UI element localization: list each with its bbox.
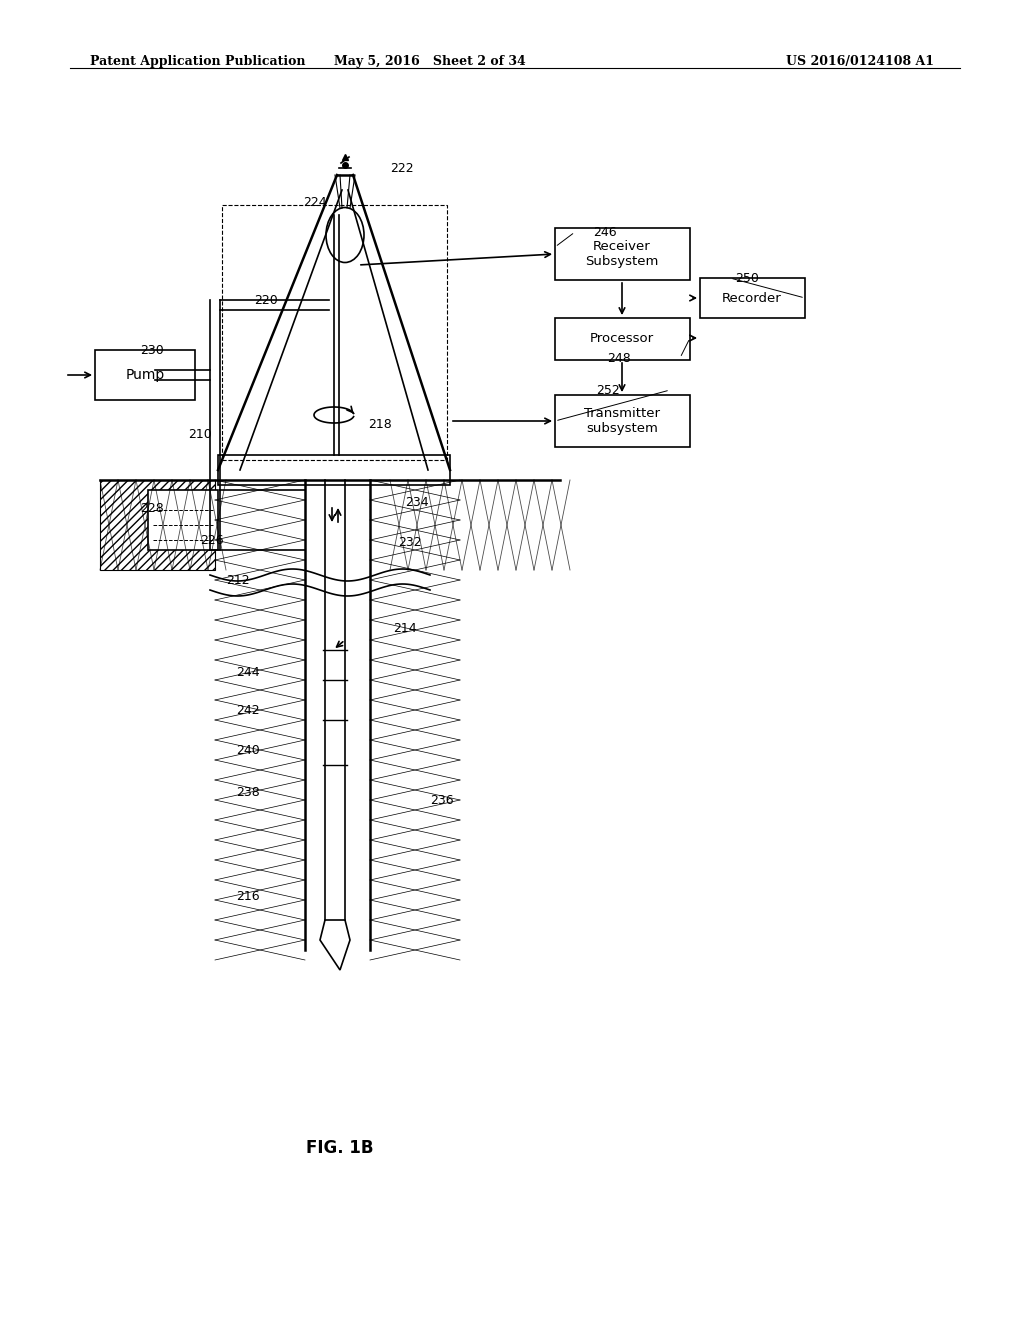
Text: 252: 252 — [596, 384, 620, 396]
Text: Processor: Processor — [590, 333, 654, 346]
Text: 250: 250 — [735, 272, 759, 285]
Text: 232: 232 — [398, 536, 422, 549]
Bar — [148, 490, 218, 550]
Text: 238: 238 — [236, 787, 260, 800]
Bar — [555, 228, 690, 280]
Text: Receiver
Subsystem: Receiver Subsystem — [586, 240, 658, 268]
Text: 234: 234 — [406, 496, 429, 510]
Text: 226: 226 — [200, 533, 223, 546]
Text: 236: 236 — [430, 793, 454, 807]
Text: Recorder: Recorder — [722, 292, 782, 305]
Text: 222: 222 — [390, 161, 414, 174]
Text: FIG. 1B: FIG. 1B — [306, 1139, 374, 1158]
Text: 220: 220 — [254, 293, 278, 306]
Text: 218: 218 — [368, 418, 392, 432]
Text: 230: 230 — [140, 343, 164, 356]
Bar — [218, 455, 450, 484]
Bar — [100, 480, 215, 570]
Text: 246: 246 — [593, 226, 616, 239]
Text: Transmitter
subsystem: Transmitter subsystem — [584, 407, 660, 436]
Text: Patent Application Publication: Patent Application Publication — [90, 55, 305, 69]
Text: 214: 214 — [393, 622, 417, 635]
Text: 242: 242 — [236, 704, 260, 717]
Text: US 2016/0124108 A1: US 2016/0124108 A1 — [786, 55, 934, 69]
Text: May 5, 2016   Sheet 2 of 34: May 5, 2016 Sheet 2 of 34 — [334, 55, 526, 69]
Text: 228: 228 — [140, 502, 164, 515]
Text: 212: 212 — [226, 573, 250, 586]
Text: 216: 216 — [236, 891, 260, 903]
Bar — [555, 318, 690, 360]
Text: 244: 244 — [236, 665, 260, 678]
Bar — [700, 279, 805, 318]
Text: 248: 248 — [607, 351, 631, 364]
Text: 210: 210 — [188, 429, 212, 441]
Text: 240: 240 — [236, 743, 260, 756]
Bar — [555, 395, 690, 447]
Bar — [95, 350, 195, 400]
Text: Pump: Pump — [125, 368, 165, 381]
Text: 224: 224 — [303, 195, 327, 209]
Bar — [222, 205, 447, 459]
